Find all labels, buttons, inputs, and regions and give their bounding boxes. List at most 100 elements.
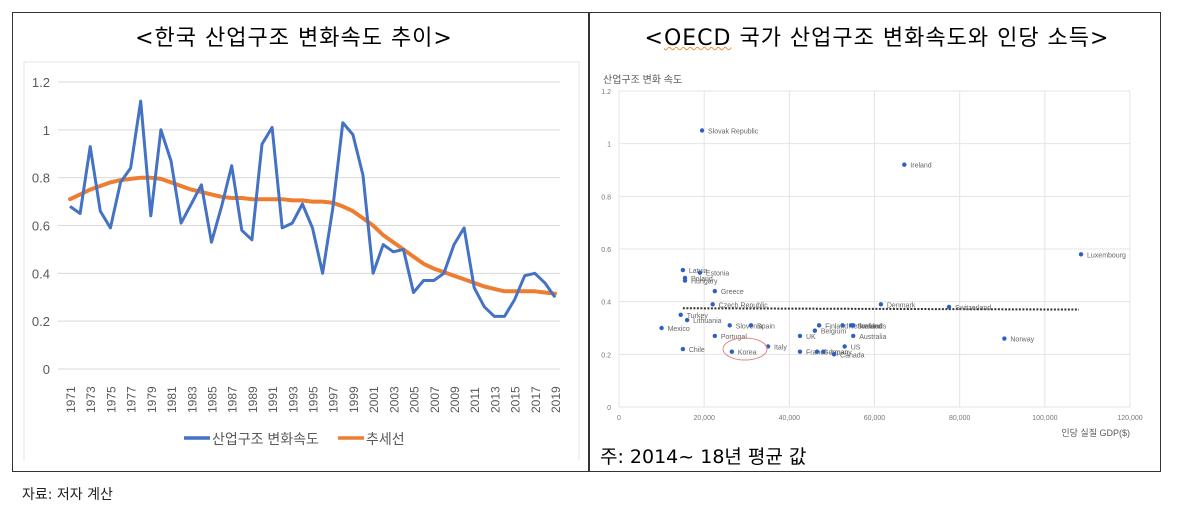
data-point	[729, 349, 735, 354]
y-tick-label: 0.6	[32, 219, 50, 234]
point-label: Sweden	[857, 323, 882, 330]
data-point	[680, 267, 686, 273]
scatter-chart: 산업구조 변화 속도 0 0.2 0.4 0.6 0.8 1 1.2 0 20,000 40,0…	[601, 73, 1143, 438]
y-tick-label: 0	[607, 405, 611, 412]
scatter-gridlines	[618, 90, 1131, 408]
data-point	[831, 352, 837, 357]
data-point	[680, 346, 686, 352]
data-point	[678, 312, 683, 318]
x-tick-label: 2007	[428, 386, 442, 413]
point-label: Australia	[859, 334, 886, 341]
point-label: Italy	[774, 344, 787, 351]
line-chart: 00.20.40.60.811.2 1971 1973 1975 1977 1979 19…	[23, 61, 580, 460]
data-point	[797, 349, 803, 354]
point-label: Poland	[691, 276, 713, 283]
panel-divider	[588, 12, 590, 472]
x-tick-label: 1975	[104, 386, 118, 413]
note-text: 주: 2014~ 18년 평균 값	[600, 446, 807, 468]
point-label: Germany	[823, 350, 852, 357]
x-tick-label: 1995	[307, 386, 321, 413]
x-tick-label: 2005	[408, 386, 422, 413]
data-point	[712, 333, 718, 339]
data-point	[878, 302, 884, 307]
y-tick-label: 0	[43, 362, 50, 377]
scatter-y-axis-title: 산업구조 변화 속도	[603, 73, 682, 86]
x-tick-label: 0	[617, 415, 621, 422]
chart-area-border	[23, 61, 580, 460]
x-tick-label: 60,000	[864, 415, 886, 422]
y-tick-label: 0.4	[32, 266, 50, 281]
title-prefix: <	[644, 26, 664, 51]
point-label: Portugal	[721, 334, 748, 341]
data-point	[842, 344, 847, 349]
legend: 산업구조 변화속도 추세선	[184, 431, 405, 447]
point-label: Korea	[738, 350, 757, 357]
point-label: Belgium	[821, 329, 846, 336]
x-tick-label: 2017	[529, 386, 543, 413]
data-point	[699, 128, 705, 133]
korea-highlight-circle	[722, 337, 768, 361]
point-label: Estonia	[706, 271, 729, 278]
legend-label-change-speed: 산업구조 변화속도	[212, 431, 319, 447]
point-label: Norway	[1010, 337, 1034, 344]
x-tick-label: 1981	[165, 386, 179, 413]
y-tick-label: 1	[43, 123, 50, 138]
point-label: Ireland	[910, 163, 932, 170]
point-label: Chile	[689, 347, 705, 354]
data-point	[682, 278, 688, 283]
point-label: Canada	[840, 352, 865, 359]
data-point	[659, 325, 664, 331]
data-point	[946, 304, 952, 310]
x-tick-label: 1991	[266, 386, 280, 413]
x-tick-label: 100,000	[1032, 415, 1057, 422]
point-label: Czech Republic	[719, 302, 769, 309]
data-point	[814, 349, 820, 354]
data-point	[851, 333, 856, 339]
title-oecd: OECD	[663, 26, 732, 51]
scatter-x-ticks: 0 20,000 40,000 60,000 80,000 100,000 120,000	[617, 415, 1143, 422]
y-tick-label: 0.8	[601, 194, 611, 201]
x-tick-label: 20,000	[693, 415, 715, 422]
x-tick-label: 2011	[468, 387, 482, 413]
x-tick-label: 1977	[125, 386, 139, 413]
y-tick-label: 0.6	[601, 247, 611, 254]
y-tick-label: 1	[607, 142, 611, 149]
x-tick-label: 1973	[84, 386, 98, 413]
data-point	[797, 333, 803, 339]
y-tick-label: 0.2	[601, 352, 611, 359]
left-chart-title: <한국 산업구조 변화속도 추이>	[135, 26, 453, 51]
y-tick-label: 0.4	[601, 300, 611, 307]
x-tick-label: 2015	[509, 386, 523, 413]
source-text: 자료: 저자 계산	[22, 487, 113, 503]
data-point	[840, 323, 845, 328]
legend-label-trend: 추세선	[366, 431, 405, 447]
x-axis-ticks: 1971 1973 1975 1977 1979 1981 1983 1985 1987 1989…	[64, 386, 563, 413]
figure-frame	[12, 12, 1161, 472]
y-tick-label: 1.2	[32, 75, 50, 90]
x-tick-label: 2019	[549, 386, 563, 413]
data-point	[710, 302, 715, 307]
x-tick-label: 1985	[205, 386, 219, 413]
point-label: Greece	[721, 289, 744, 296]
x-tick-label: 1979	[145, 386, 159, 413]
scatter-trendline	[682, 307, 1079, 311]
data-point	[727, 323, 732, 328]
point-label: Finland	[825, 323, 848, 330]
y-tick-label: 0.2	[32, 314, 50, 329]
x-tick-label: 1989	[246, 386, 260, 413]
point-label: Japan	[829, 350, 848, 357]
x-tick-label: 1993	[286, 386, 300, 413]
point-label: Slovak Republic	[708, 129, 759, 136]
x-tick-label: 1997	[327, 386, 341, 413]
data-point	[712, 288, 718, 294]
point-label: UK	[806, 334, 816, 341]
x-tick-label: 1999	[347, 386, 361, 413]
x-tick-label: 2003	[387, 386, 401, 413]
data-point	[812, 328, 818, 333]
data-point	[1078, 252, 1084, 257]
data-point	[684, 317, 690, 323]
point-label: Luxembourg	[1087, 252, 1126, 259]
y-tick-label: 1.2	[601, 89, 611, 96]
data-point	[748, 323, 754, 328]
scatter-y-ticks: 0 0.2 0.4 0.6 0.8 1 1.2	[601, 89, 611, 412]
